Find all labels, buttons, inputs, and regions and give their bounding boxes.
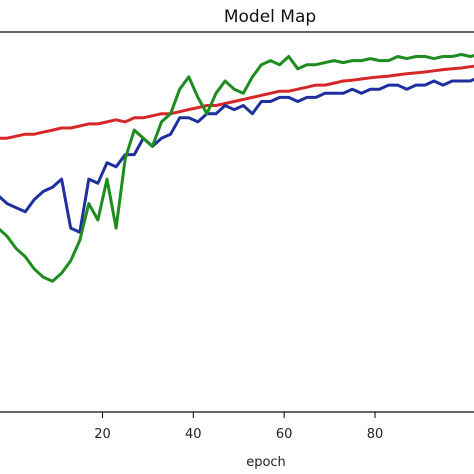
x-tick-label: 40 [185, 427, 202, 442]
x-tick-label: 20 [94, 427, 111, 442]
x-axis-label: epoch [246, 455, 286, 470]
series-line-2 [0, 77, 474, 234]
x-tick-label: 60 [276, 427, 293, 442]
plot-area-frame [0, 31, 474, 413]
x-tick-label: 80 [367, 427, 384, 442]
series-line-3 [0, 53, 474, 283]
series-layer [0, 53, 474, 283]
x-axis-ticks: 20 40 60 80 [94, 412, 383, 442]
chart-title: Model Map [224, 7, 316, 27]
series-line-1 [0, 64, 474, 140]
